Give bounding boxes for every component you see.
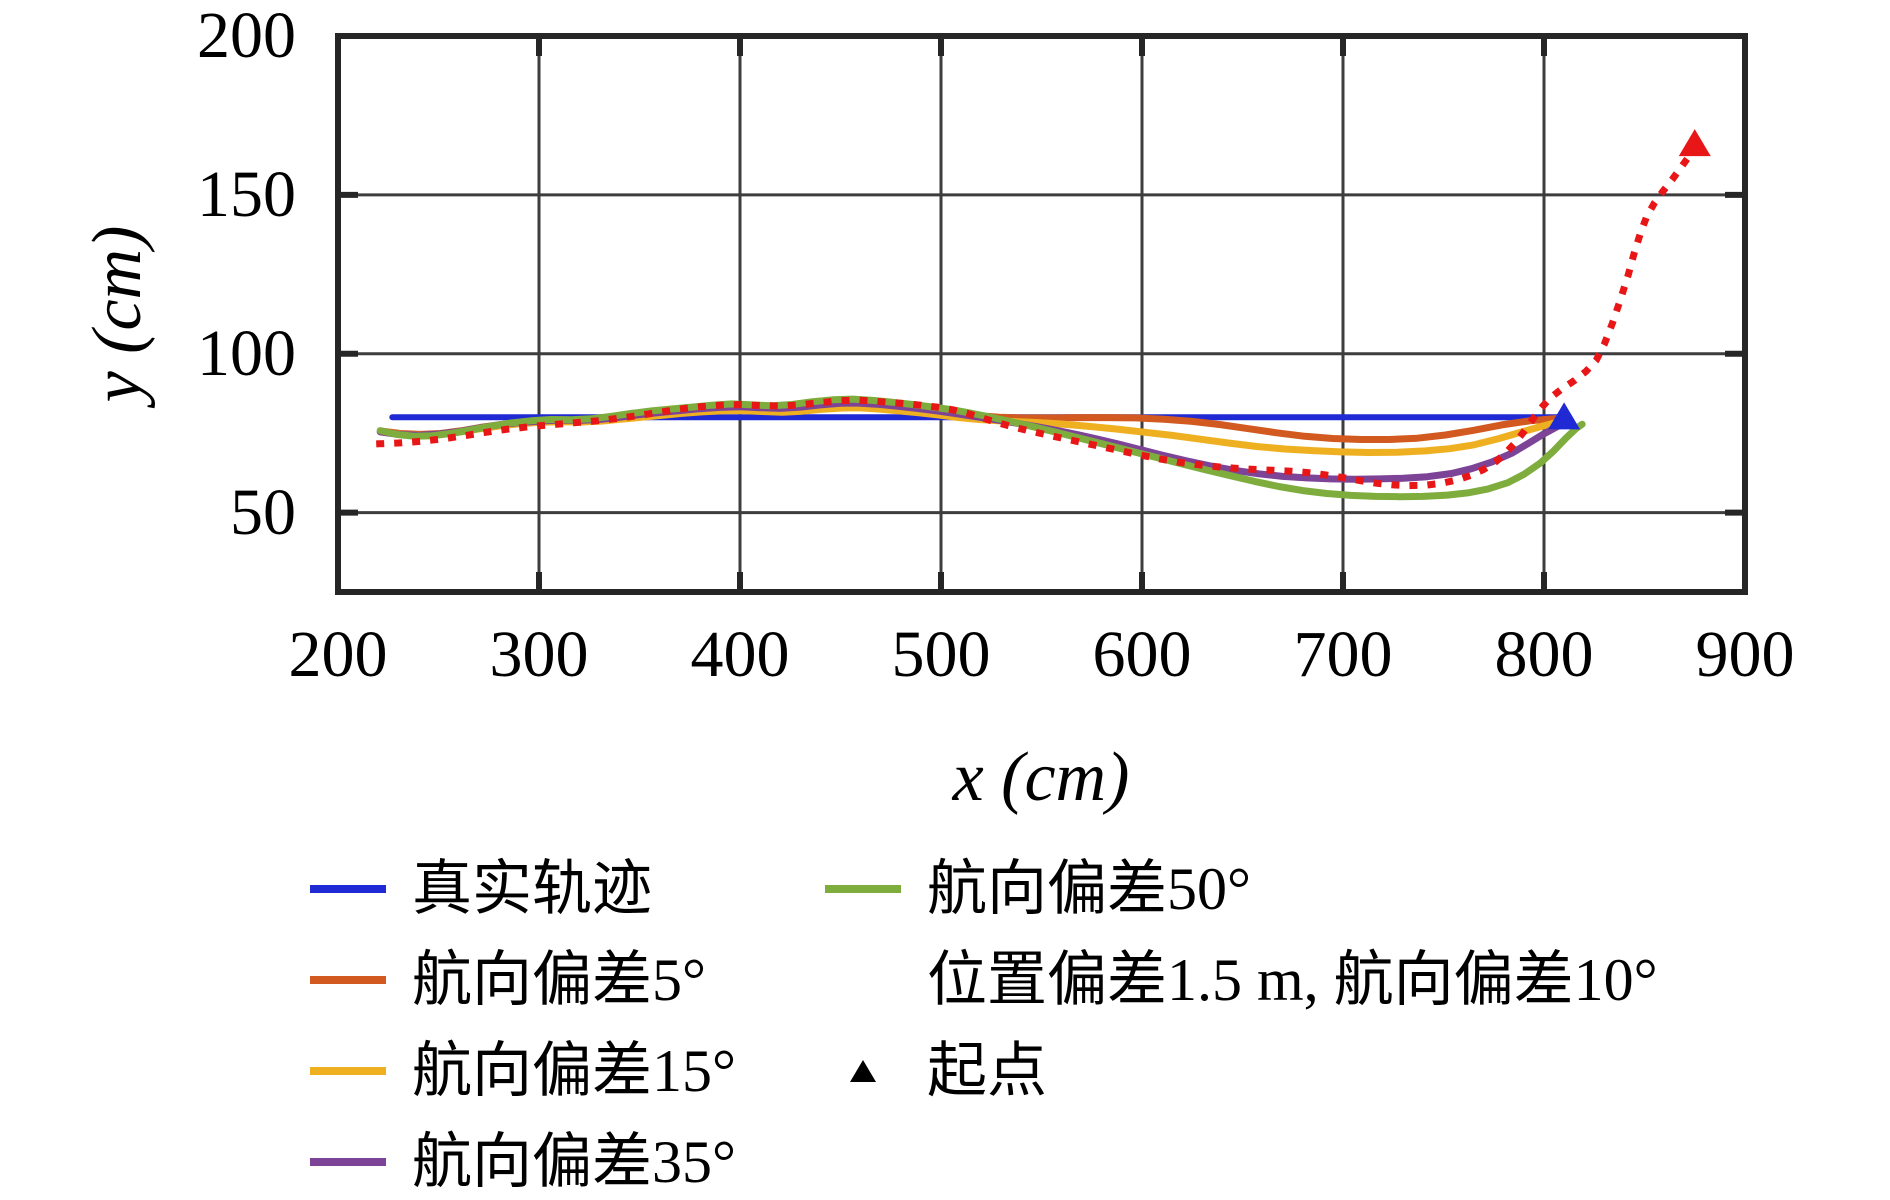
legend-swatch-line: [825, 885, 901, 893]
axes-frame: [335, 33, 1748, 595]
y-tick-label-50: 50: [230, 475, 296, 549]
legend-swatch-triangle: [825, 1060, 901, 1082]
legend-label: 真实轨迹: [412, 856, 652, 922]
y-tick-label-150: 150: [197, 157, 296, 231]
legend-line-swatch-icon: [825, 885, 901, 893]
legend-label: 起点: [927, 1038, 1047, 1104]
legend-label: 航向偏差50°: [927, 856, 1251, 922]
legend-swatch-line: [310, 1067, 386, 1075]
start-marker-true: [1548, 402, 1581, 430]
x-tick-label-200: 200: [288, 618, 388, 691]
legend-line-swatch-icon: [310, 1158, 386, 1166]
x-tick-label-600: 600: [1092, 618, 1192, 691]
y-tick-label-200: 200: [197, 0, 296, 72]
legend-heading-dev-35: 航向偏差35°: [310, 1127, 736, 1197]
x-tick-label-400: 400: [690, 618, 790, 691]
legend-label: 航向偏差35°: [412, 1129, 736, 1195]
x-axis-label: x (cm): [952, 739, 1130, 816]
legend-label: 航向偏差15°: [412, 1038, 736, 1104]
legend-swatch-line: [310, 976, 386, 984]
legend-swatch-line: [310, 885, 386, 893]
legend-heading-dev-15: 航向偏差15°: [310, 1036, 736, 1106]
legend-pos-dev: 位置偏差1.5 m, 航向偏差10°: [825, 945, 1658, 1015]
x-tick-label-800: 800: [1494, 618, 1594, 691]
legend-label: 航向偏差5°: [412, 947, 706, 1013]
series-heading-dev-50: [376, 395, 1586, 501]
x-tick-label-900: 900: [1695, 618, 1795, 691]
legend-heading-dev-50: 航向偏差50°: [825, 854, 1251, 924]
start-marker-offset: [1678, 129, 1711, 157]
legend-start-point: 起点: [825, 1036, 1047, 1106]
legend-heading-dev-5: 航向偏差5°: [310, 945, 706, 1015]
y-tick-label-100: 100: [197, 316, 296, 390]
start-point-triangle-icon: [850, 1060, 876, 1082]
x-tick-label-300: 300: [489, 618, 589, 691]
series-pos-dev-1-5m-heading-dev-10: [376, 146, 1698, 490]
legend-swatch-line: [310, 1158, 386, 1166]
legend-line-swatch-icon: [310, 885, 386, 893]
legend-line-swatch-icon: [825, 976, 901, 984]
legend-line-swatch-icon: [310, 976, 386, 984]
legend-swatch-line: [825, 976, 901, 984]
legend-line-swatch-icon: [310, 1067, 386, 1075]
legend-label: 位置偏差1.5 m, 航向偏差10°: [927, 947, 1658, 1013]
x-tick-label-500: 500: [891, 618, 991, 691]
legend-true-trajectory: 真实轨迹: [310, 854, 652, 924]
x-tick-label-700: 700: [1293, 618, 1393, 691]
